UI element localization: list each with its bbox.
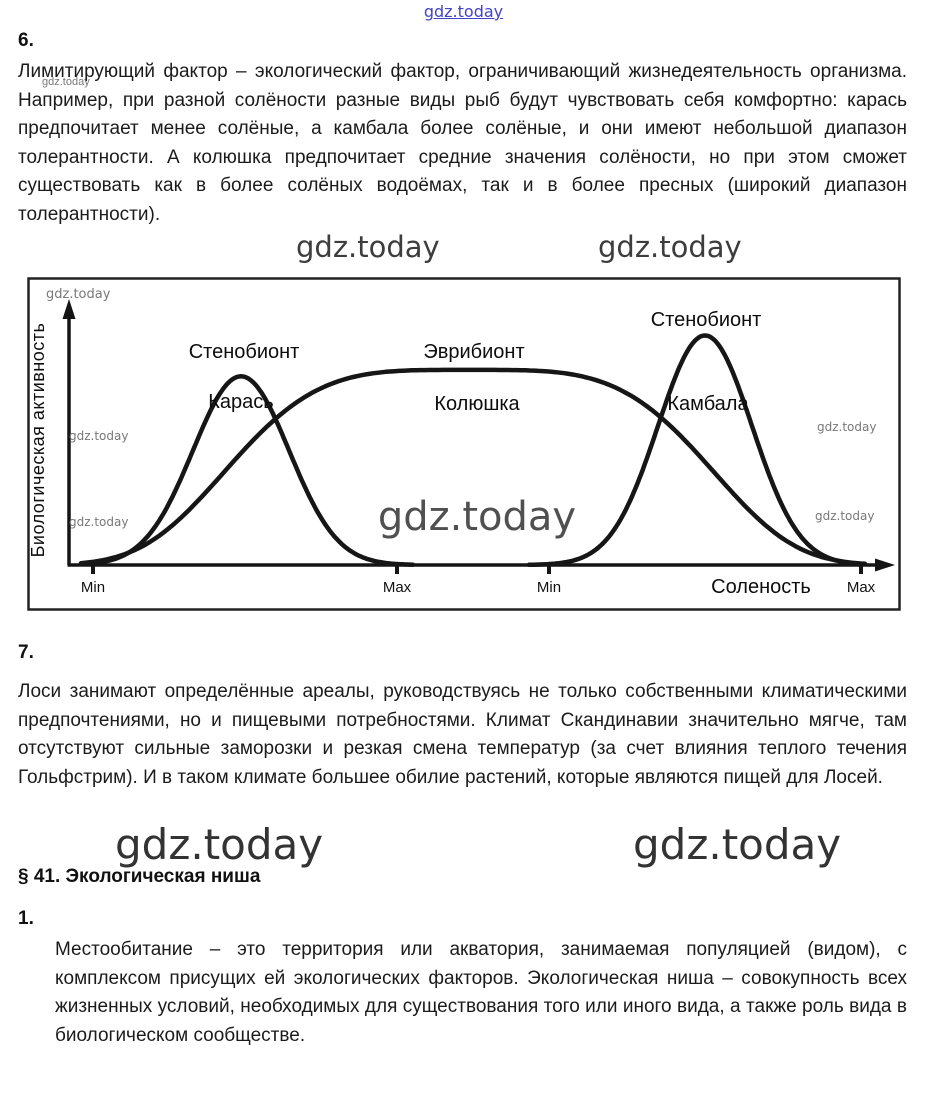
y-axis-arrow-icon — [62, 299, 76, 319]
y-axis-label: Биологическая активность — [28, 323, 48, 558]
tolerance-curve-Колюшка — [78, 367, 868, 567]
series-1-name-label: Карась — [208, 391, 273, 413]
watermark: gdz.today — [46, 287, 111, 302]
watermark: gdz.today — [633, 820, 842, 869]
section-1-number: 1. — [18, 908, 34, 929]
x-tick-label: Min — [81, 579, 105, 596]
x-tick-label: Max — [847, 579, 876, 596]
x-tick-label: Max — [383, 579, 412, 596]
paragraph-41-heading: § 41. Экологическая ниша — [18, 866, 261, 887]
x-axis-ticks: Min Max Min Max — [81, 564, 876, 596]
tolerance-diagram: Min Max Min Max Биологическая активность Со… — [27, 277, 901, 611]
watermark: gdz.today — [598, 230, 742, 264]
chart-axes — [62, 299, 895, 572]
section-7-number: 7. — [18, 642, 34, 663]
section-7-text: Лоси занимают определённые ареалы, руков… — [18, 681, 907, 788]
tolerance-curves — [78, 333, 868, 568]
watermark: gdz.today — [115, 820, 324, 869]
series-3-name-label: Камбала — [667, 393, 749, 415]
series-2-name-label: Колюшка — [434, 393, 520, 415]
watermark: gdz.today — [69, 515, 128, 529]
watermark: gdz.today — [817, 420, 876, 434]
x-tick-label: Min — [537, 579, 561, 596]
diagram-border — [27, 277, 901, 611]
series-2-category-label: Эврибионт — [423, 341, 524, 363]
watermark: gdz.today — [815, 509, 874, 523]
watermark: gdz.today — [42, 76, 90, 88]
x-axis-label: Соленость — [711, 576, 811, 598]
top-watermark: gdz.today — [423, 2, 504, 21]
series-1-category-label: Стенобионт — [189, 341, 300, 363]
x-axis-arrow-icon — [875, 558, 895, 572]
tolerance-curve-Карась — [82, 374, 416, 567]
watermark: gdz.today — [296, 230, 440, 264]
tolerance-chart: Min Max Min Max Биологическая активность Со… — [27, 277, 901, 611]
series-3-category-label: Стенобионт — [651, 309, 762, 331]
tolerance-curve-Камбала — [526, 333, 868, 568]
watermark: gdz.today — [378, 494, 576, 540]
section-1-text: Местообитание – это территория или акват… — [55, 939, 907, 1046]
watermark: gdz.today — [69, 429, 128, 443]
section-6-number: 6. — [18, 30, 34, 51]
section-6-text: Лимитирующий фактор – экологический факт… — [18, 61, 907, 225]
